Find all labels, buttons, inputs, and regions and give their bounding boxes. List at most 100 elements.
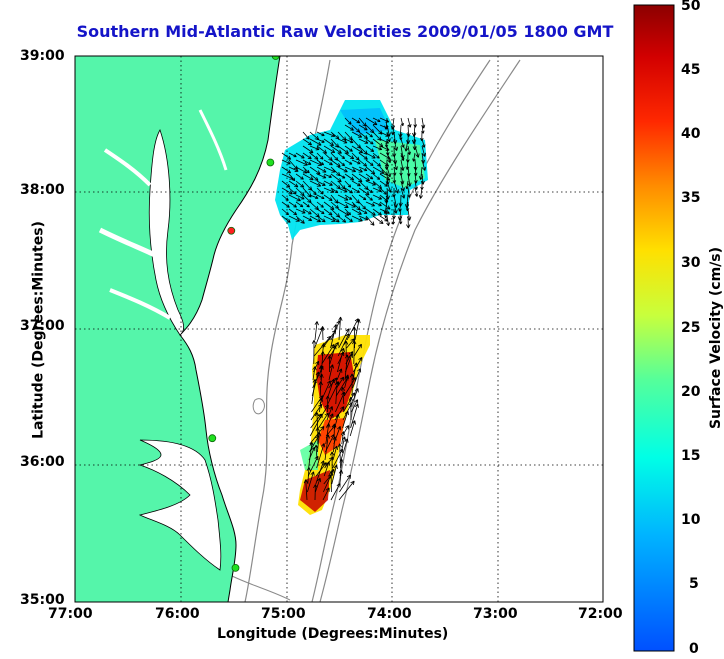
velocity-arrow bbox=[324, 434, 331, 461]
velocity-arrow bbox=[358, 173, 370, 182]
velocity-arrow bbox=[340, 431, 346, 445]
velocity-arrow bbox=[315, 462, 327, 477]
velocity-arrow bbox=[309, 413, 323, 437]
velocity-arrow bbox=[328, 364, 334, 381]
velocity-arrow bbox=[406, 215, 411, 229]
velocity-arrow bbox=[391, 215, 396, 225]
velocity-arrow bbox=[323, 138, 334, 147]
velocity-arrow bbox=[325, 395, 330, 413]
velocity-arrow bbox=[365, 152, 376, 159]
velocity-arrow bbox=[338, 480, 355, 501]
velocity-arrow bbox=[288, 194, 301, 202]
velocity-arrow bbox=[314, 321, 319, 341]
velocity-arrow bbox=[288, 187, 297, 195]
velocity-patch bbox=[316, 352, 355, 420]
velocity-arrow bbox=[302, 145, 314, 154]
velocity-arrow bbox=[365, 215, 375, 226]
river-inlet bbox=[103, 148, 152, 187]
velocity-arrow bbox=[342, 410, 349, 429]
velocity-arrow bbox=[323, 159, 333, 166]
velocity-arrow bbox=[400, 152, 405, 162]
velocity-arrow bbox=[386, 215, 391, 227]
velocity-arrow bbox=[295, 208, 306, 214]
velocity-arrow bbox=[372, 201, 382, 207]
velocity-arrow bbox=[334, 381, 340, 405]
velocity-arrow bbox=[330, 324, 338, 349]
velocity-arrow bbox=[365, 145, 375, 152]
velocity-arrow bbox=[327, 355, 332, 373]
velocity-arrow bbox=[344, 145, 353, 152]
velocity-arrow bbox=[281, 159, 291, 165]
velocity-arrow bbox=[311, 378, 317, 405]
velocity-arrow bbox=[344, 138, 354, 144]
velocity-arrow bbox=[365, 117, 378, 126]
velocity-arrow bbox=[372, 117, 381, 122]
velocity-arrow bbox=[318, 412, 329, 429]
velocity-arrow bbox=[405, 180, 409, 190]
velocity-arrow bbox=[400, 117, 404, 127]
x-axis-label: Longitude (Degrees:Minutes) bbox=[217, 626, 449, 642]
velocity-arrow bbox=[365, 180, 376, 186]
velocity-arrow bbox=[302, 201, 310, 208]
velocity-arrow bbox=[323, 461, 331, 477]
velocity-arrow bbox=[358, 152, 368, 160]
velocity-arrow bbox=[323, 145, 336, 153]
velocity-arrow bbox=[393, 138, 399, 151]
velocity-arrow bbox=[351, 166, 363, 173]
velocity-arrow bbox=[316, 443, 326, 469]
velocity-arrow bbox=[323, 194, 333, 201]
velocity-arrow bbox=[344, 180, 352, 188]
velocity-arrow bbox=[281, 215, 291, 223]
velocity-arrow bbox=[334, 406, 345, 421]
velocity-arrow bbox=[295, 201, 304, 208]
chesapeake-bay bbox=[148, 129, 184, 336]
velocity-arrow bbox=[295, 180, 305, 188]
velocity-arrow bbox=[365, 159, 374, 166]
velocity-arrow bbox=[288, 208, 298, 216]
velocity-arrow bbox=[309, 215, 322, 223]
velocity-arrow bbox=[335, 391, 346, 413]
velocity-arrow bbox=[421, 138, 426, 148]
plot-frame bbox=[74, 55, 604, 603]
colorbar-tick-label: 40 bbox=[681, 126, 701, 142]
y-tick-label: 36:00 bbox=[20, 454, 65, 470]
velocity-arrow bbox=[365, 208, 376, 216]
velocity-arrow bbox=[339, 458, 344, 477]
velocity-arrow bbox=[407, 173, 412, 187]
velocity-arrow bbox=[344, 173, 355, 181]
velocity-arrow bbox=[365, 166, 376, 175]
velocity-arrow bbox=[351, 145, 364, 154]
velocity-arrow bbox=[372, 187, 382, 193]
velocity-arrow bbox=[316, 145, 328, 154]
velocity-arrow bbox=[309, 194, 319, 199]
velocity-arrow bbox=[295, 159, 308, 166]
velocity-arrow bbox=[288, 180, 299, 188]
velocity-arrow bbox=[337, 347, 345, 373]
velocity-arrow bbox=[358, 117, 367, 127]
velocity-arrow bbox=[313, 484, 318, 501]
velocity-arrow bbox=[326, 406, 334, 421]
velocity-arrow bbox=[353, 343, 362, 357]
velocity-arrow bbox=[303, 479, 309, 501]
velocity-arrow bbox=[412, 152, 416, 162]
velocity-arrow bbox=[330, 215, 340, 223]
velocity-arrow bbox=[345, 353, 353, 373]
velocity-arrow bbox=[404, 138, 409, 152]
velocity-arrow bbox=[309, 173, 319, 181]
velocity-arrow bbox=[384, 208, 388, 219]
velocity-arrow bbox=[379, 215, 388, 222]
x-tick-label: 74:00 bbox=[367, 606, 412, 622]
isobath-contour bbox=[319, 59, 521, 602]
velocity-arrow bbox=[365, 138, 374, 145]
velocity-arrow bbox=[421, 145, 427, 157]
velocity-arrow bbox=[302, 131, 310, 140]
velocity-arrow bbox=[313, 335, 332, 357]
radar-station-marker bbox=[231, 563, 240, 572]
velocity-arrow bbox=[372, 145, 383, 151]
velocity-arrow bbox=[337, 138, 348, 144]
velocity-arrow bbox=[351, 159, 361, 165]
y-tick-label: 37:00 bbox=[20, 318, 65, 334]
velocity-arrow bbox=[316, 208, 325, 215]
velocity-arrow bbox=[338, 328, 350, 349]
velocity-arrow bbox=[418, 187, 423, 199]
